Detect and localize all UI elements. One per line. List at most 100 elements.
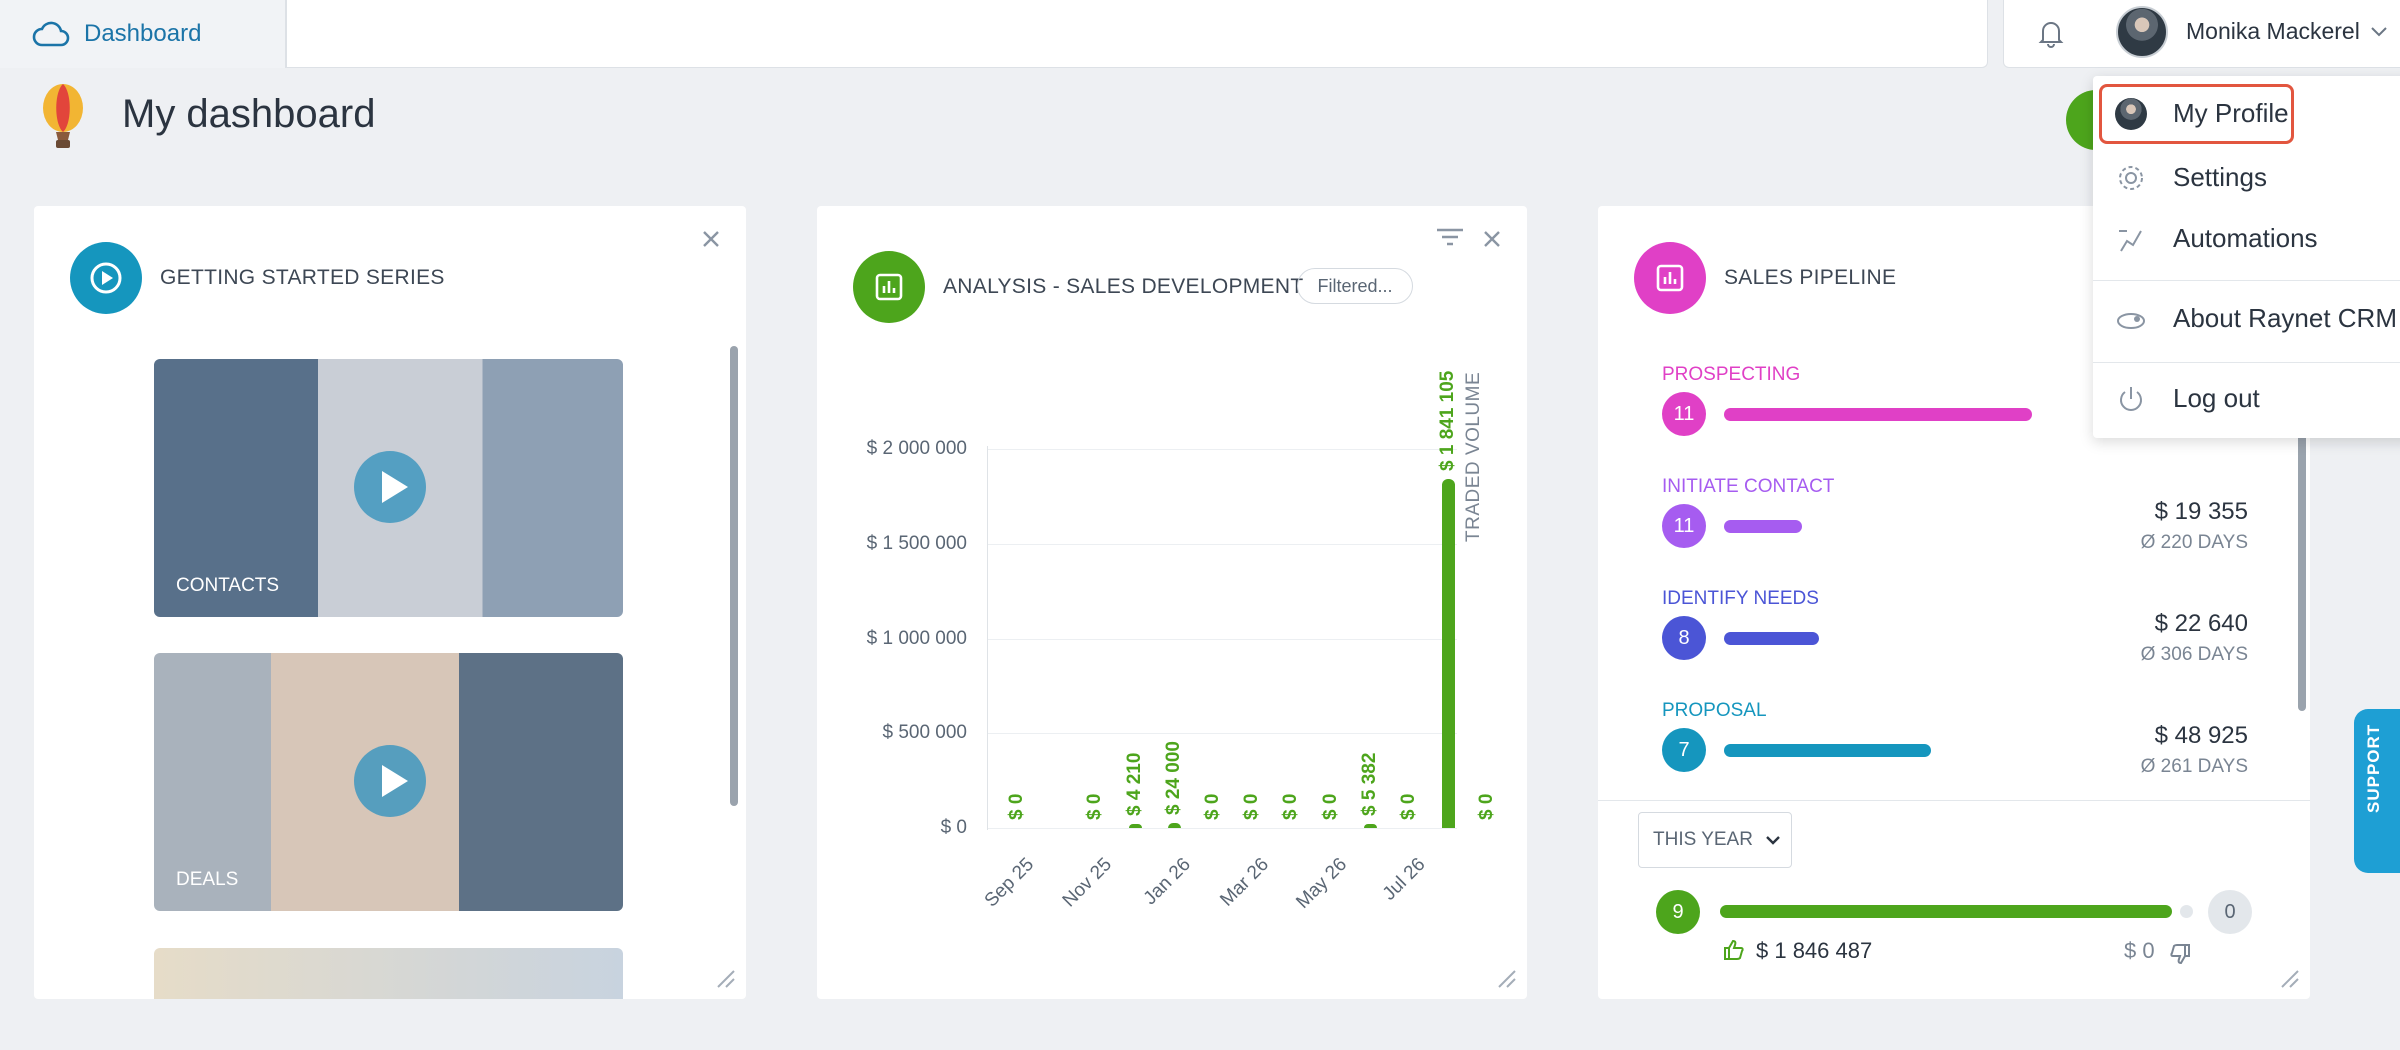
resize-handle-icon[interactable] <box>2276 965 2300 989</box>
period-select-value: THIS YEAR <box>1653 829 1753 850</box>
user-avatar[interactable] <box>2116 6 2168 58</box>
raynet-logo-icon <box>2117 313 2145 329</box>
scrollbar[interactable] <box>2298 346 2306 711</box>
gear-icon <box>2119 166 2143 190</box>
y-tick-label: $ 0 <box>940 817 967 838</box>
menu-item-automations[interactable]: Automations <box>2093 209 2400 267</box>
automations-icon <box>2119 230 2142 252</box>
stage-days: Ø 306 DAYS <box>2140 644 2248 665</box>
stage-amount: $ 19 355 <box>2154 498 2248 525</box>
menu-item-label: My Profile <box>2173 97 2289 128</box>
sales-pipeline-card: SALES PIPELINE PROSPECTING 11 INITIATE CON… <box>1598 206 2310 999</box>
bar-value-label: $ 0 <box>1202 793 1223 820</box>
getting-started-title: GETTING STARTED SERIES <box>160 266 445 289</box>
menu-item-label: Log out <box>2173 382 2260 413</box>
y-axis <box>987 446 988 830</box>
lost-count: 0 <box>2208 890 2252 934</box>
menu-item-label: Settings <box>2173 161 2267 192</box>
y-tick-label: $ 2 000 000 <box>866 438 967 459</box>
stage-name: IDENTIFY NEEDS <box>1662 588 1819 609</box>
menu-divider <box>2093 280 2400 281</box>
x-tick-label: May 26 <box>1292 854 1352 913</box>
y-axis-right-label: TRADED VOLUME <box>1463 371 1484 542</box>
stage-bar <box>1724 632 1819 645</box>
menu-item-settings[interactable]: Settings <box>2093 148 2400 206</box>
resize-handle-icon[interactable] <box>1493 965 1517 989</box>
analysis-card: ANALYSIS - SALES DEVELOPMENT Filtered...… <box>817 206 1527 999</box>
user-name[interactable]: Monika Mackerel <box>2186 18 2360 44</box>
cloud-icon <box>32 21 70 47</box>
thumbs-up-icon <box>1724 939 1744 960</box>
stage-days: Ø 261 DAYS <box>2140 756 2248 777</box>
bar-value-label: $ 0 <box>1398 793 1419 820</box>
y-tick-label: $ 1 500 000 <box>866 532 967 554</box>
stage-name: PROPOSAL <box>1662 700 1767 721</box>
stage-count: 11 <box>1662 504 1706 548</box>
highlight-box <box>2099 84 2294 144</box>
chevron-down-icon[interactable] <box>2369 24 2389 38</box>
bar[interactable] <box>1442 479 1456 828</box>
bar[interactable] <box>1167 823 1181 828</box>
gridline <box>987 733 1457 735</box>
bar-value-label: $ 24 000 <box>1162 741 1184 816</box>
menu-item-log-out[interactable]: Log out <box>2093 369 2400 427</box>
period-select[interactable]: THIS YEAR <box>1638 812 1792 868</box>
x-tick-label: Sep 25 <box>980 854 1038 912</box>
gridline <box>987 449 1457 450</box>
stage-count: 7 <box>1662 728 1706 772</box>
bar-value-label: $ 0 <box>1006 793 1027 820</box>
menu-item-label: Automations <box>2173 222 2318 253</box>
chart-icon <box>853 251 925 323</box>
menu-item-about[interactable]: About Raynet CRM <box>2093 289 2400 347</box>
video-label: DEALS <box>176 869 239 890</box>
scrollbar[interactable] <box>730 346 738 806</box>
filter-icon[interactable] <box>1435 226 1465 248</box>
stage-name: INITIATE CONTACT <box>1662 476 1835 497</box>
menu-item-label: About Raynet CRM <box>2173 302 2397 333</box>
gridline <box>987 638 1457 640</box>
balloon-logo-icon <box>43 84 83 148</box>
video-deals[interactable]: DEALS <box>154 653 623 911</box>
bell-icon[interactable] <box>2034 16 2068 50</box>
lost-bar <box>2180 905 2193 918</box>
play-icon[interactable] <box>354 451 426 523</box>
close-icon[interactable] <box>700 228 722 250</box>
dashboard-tab[interactable]: Dashboard <box>0 0 286 68</box>
video-next[interactable] <box>154 948 623 999</box>
avatar-icon <box>2115 98 2147 130</box>
bar[interactable] <box>1363 824 1377 828</box>
support-label: SUPPORT <box>2364 723 2383 813</box>
stage-amount: $ 22 640 <box>2154 610 2248 637</box>
stage-count: 11 <box>1662 392 1706 436</box>
won-bar <box>1720 905 2172 918</box>
top-search-bar[interactable] <box>286 0 1988 68</box>
resize-handle-icon[interactable] <box>712 965 736 989</box>
stage-bar <box>1724 408 2032 421</box>
bar-value-label: $ 0 <box>1319 793 1341 820</box>
stage-bar <box>1724 520 1802 533</box>
chevron-down-icon <box>1766 836 1780 845</box>
gridline <box>987 828 1457 829</box>
dashboard-tab-label: Dashboard <box>84 20 202 47</box>
support-tab[interactable]: SUPPORT <box>2354 709 2400 873</box>
video-contacts[interactable]: CONTACTS <box>154 359 623 617</box>
user-menu: My Profile Settings Automations About Ra… <box>2093 76 2400 438</box>
bar-value-label: $ 0 <box>1280 793 1302 820</box>
close-icon[interactable] <box>1481 228 1503 250</box>
play-icon[interactable] <box>354 745 426 817</box>
user-area[interactable]: Monika Mackerel <box>2003 0 2400 68</box>
bar-value-label: $ 5 382 <box>1358 752 1380 816</box>
stage-amount: $ 48 925 <box>2154 722 2248 749</box>
page-title: My dashboard <box>122 92 376 136</box>
bar-value-label: $ 0 <box>1084 793 1106 820</box>
filtered-chip[interactable]: Filtered... <box>1297 268 1413 304</box>
video-label: CONTACTS <box>176 575 280 596</box>
menu-item-my-profile[interactable]: My Profile <box>2093 84 2400 142</box>
play-circle-icon <box>70 242 142 314</box>
lost-amount: $ 0 <box>2124 938 2155 963</box>
analysis-title: ANALYSIS - SALES DEVELOPMENT <box>943 275 1304 298</box>
getting-started-card: GETTING STARTED SERIES CONTACTS DEALS <box>34 206 746 999</box>
stage-days: Ø 220 DAYS <box>2140 532 2248 553</box>
bar[interactable] <box>1128 824 1142 828</box>
stage-name: PROSPECTING <box>1662 364 1801 385</box>
